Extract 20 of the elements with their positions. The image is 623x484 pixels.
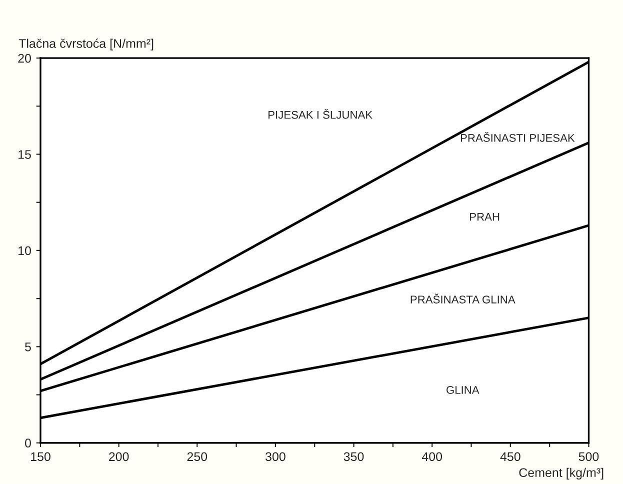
x-tick-label: 300 [266, 452, 286, 462]
x-tick-label: 350 [344, 452, 364, 462]
y-axis-title: Tlačna čvrstoća [N/mm²] [18, 38, 154, 50]
x-tick-label: 400 [422, 452, 442, 462]
annotation: PRAŠINASTI PIJESAK [460, 132, 575, 142]
y-tick-label: 10 [18, 246, 31, 256]
x-tick-label: 450 [500, 452, 520, 462]
x-axis-title: Cement [kg/m³] [519, 468, 604, 480]
annotation: GLINA [446, 386, 480, 394]
y-tick-label: 0 [25, 438, 31, 448]
x-tick-label: 150 [31, 452, 50, 462]
y-tick-label: 15 [18, 150, 31, 159]
annotation: PRAŠINASTA GLINA [410, 294, 516, 304]
annotation: PRAH [470, 212, 500, 221]
y-tick-label: 20 [18, 54, 31, 63]
x-tick-label: 500 [578, 452, 599, 462]
x-tick-label: 250 [187, 452, 208, 462]
y-tick-label: 5 [25, 342, 31, 352]
x-tick-label: 200 [109, 452, 129, 462]
annotation: PIJESAK I ŠLJUNAK [268, 108, 372, 119]
